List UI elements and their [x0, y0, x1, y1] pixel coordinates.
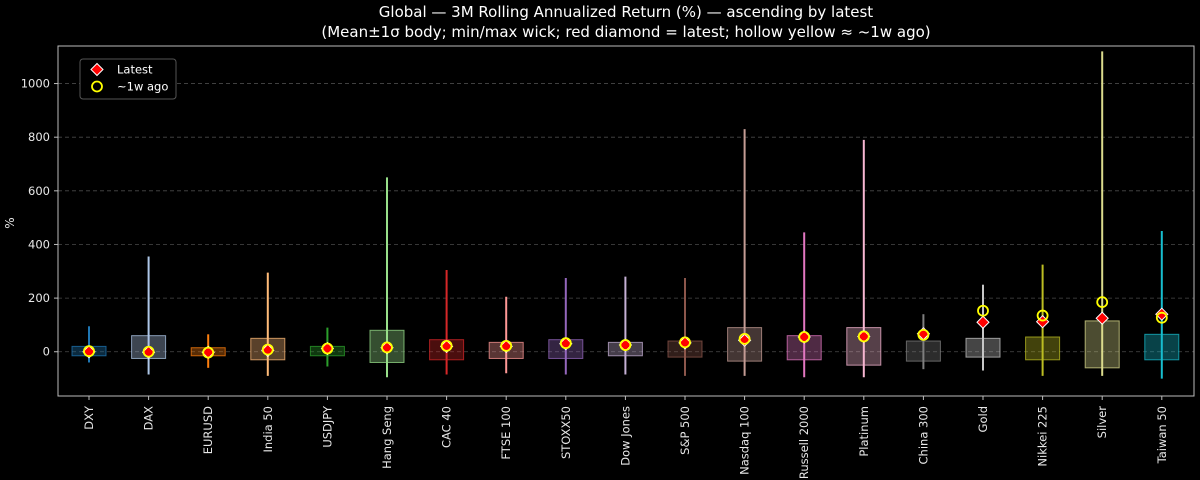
week-ago-marker	[500, 339, 513, 352]
latest-marker	[1095, 311, 1109, 325]
legend: Latest ~1w ago	[79, 58, 177, 100]
week-ago-marker	[559, 337, 572, 350]
data-marks	[71, 51, 1180, 379]
body	[965, 337, 1001, 358]
x-tick-label: Russell 2000	[797, 406, 811, 479]
week-ago-marker	[917, 328, 930, 341]
grid	[58, 83, 1194, 353]
body	[1144, 333, 1180, 361]
y-tick-label: 800	[28, 130, 50, 144]
x-tick-label: DXY	[82, 405, 96, 430]
y-tick-label: 200	[28, 291, 50, 305]
week-ago-marker	[1096, 296, 1109, 309]
legend-latest-label: Latest	[117, 63, 153, 77]
plot-frame	[57, 45, 1195, 397]
x-axis: DXY DAX EURUSD India 50 USDJPY Hang Seng CAC 4…	[82, 396, 1169, 479]
x-tick-label: Nikkei 225	[1036, 406, 1050, 467]
week-ago-marker	[440, 339, 453, 352]
x-tick-label: CAC 40	[440, 406, 454, 448]
latest-marker	[1155, 307, 1169, 321]
x-tick-label: S&P 500	[678, 406, 692, 455]
week-ago-marker	[83, 345, 95, 358]
week-ago-marker	[321, 342, 334, 355]
week-ago-marker	[738, 332, 751, 345]
body	[905, 340, 941, 362]
x-tick-label: USDJPY	[320, 405, 334, 448]
x-tick-label: Platinum	[857, 406, 871, 457]
x-tick-label: Gold	[976, 406, 990, 432]
y-tick-label: 600	[28, 184, 50, 198]
x-tick-label: EURUSD	[201, 406, 215, 454]
week-ago-marker	[977, 304, 989, 317]
legend-latest-marker	[90, 62, 104, 77]
y-tick-label: 400	[28, 237, 50, 251]
body	[1084, 320, 1120, 369]
y-axis-label: %	[3, 217, 17, 228]
x-tick-label: Nasdaq 100	[738, 406, 752, 475]
x-tick-label: DAX	[142, 406, 156, 431]
x-tick-label: Silver	[1095, 406, 1109, 439]
week-ago-marker	[857, 330, 870, 343]
legend-frame	[79, 58, 177, 100]
y-axis: 0 200 400 600 800 1000	[21, 77, 58, 359]
body	[1025, 336, 1061, 361]
y-tick-label: 0	[43, 345, 50, 359]
x-tick-label: STOXX50	[559, 406, 573, 459]
x-tick-label: Taiwan 50	[1155, 406, 1169, 464]
week-ago-marker	[202, 346, 215, 359]
week-ago-marker	[381, 341, 393, 354]
x-tick-label: India 50	[261, 406, 275, 453]
week-ago-marker	[619, 339, 632, 351]
week-ago-marker	[798, 331, 811, 343]
week-ago-marker	[142, 345, 155, 358]
x-tick-label: China 300	[916, 406, 930, 464]
week-ago-marker	[679, 336, 691, 349]
y-tick-label: 1000	[21, 77, 50, 91]
chart-title: Global — 3M Rolling Annualized Return (%…	[379, 3, 874, 21]
x-tick-label: Hang Seng	[380, 406, 394, 469]
chart-subtitle: (Mean±1σ body; min/max wick; red diamond…	[321, 23, 930, 41]
latest-marker	[976, 315, 990, 329]
week-ago-marker	[1155, 311, 1168, 324]
x-tick-label: FTSE 100	[499, 406, 513, 460]
week-ago-marker	[1036, 309, 1049, 322]
week-ago-marker	[261, 343, 274, 356]
legend-week-ago-label: ~1w ago	[117, 80, 168, 94]
x-tick-label: Dow Jones	[618, 406, 632, 466]
legend-week-ago-marker	[91, 80, 103, 93]
